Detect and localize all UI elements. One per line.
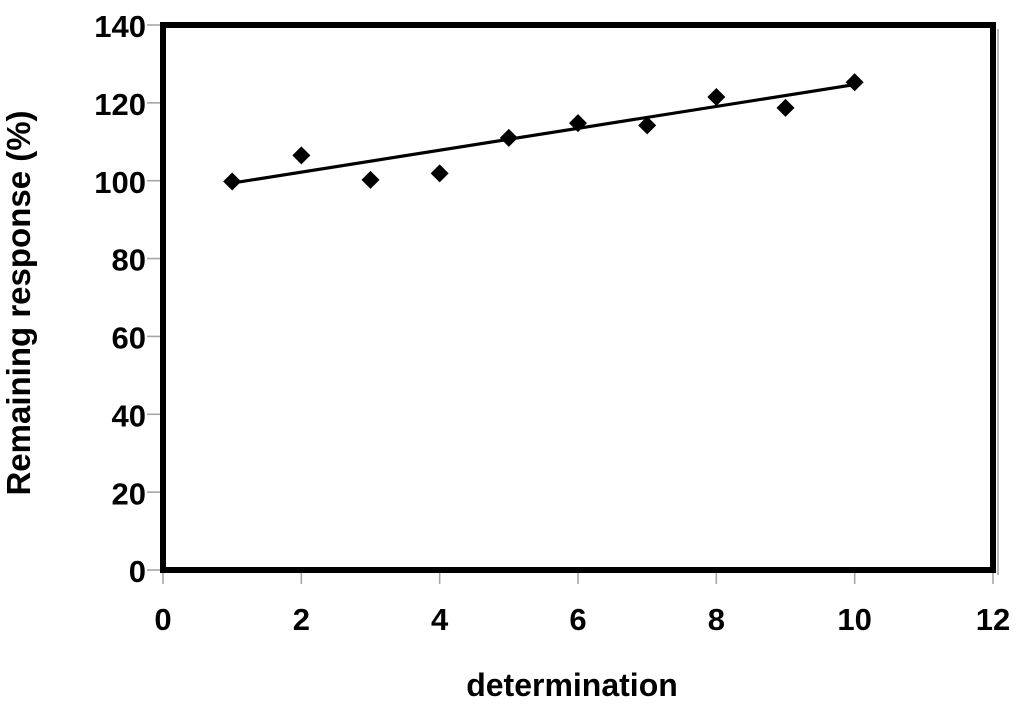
y-tick-label: 100 — [94, 165, 146, 200]
y-tick-label: 60 — [112, 321, 146, 356]
data-point-3 — [361, 170, 380, 189]
data-point-5 — [499, 128, 518, 147]
x-tick-label: 4 — [431, 602, 449, 637]
data-point-8 — [707, 88, 726, 107]
data-point-10 — [845, 73, 864, 92]
y-tick-label: 120 — [94, 87, 146, 122]
y-tick-label: 80 — [112, 243, 146, 278]
y-tick-label: 20 — [112, 476, 146, 511]
data-point-6 — [569, 114, 587, 133]
data-point-9 — [776, 98, 795, 117]
y-axis-title: Remaining response (%) — [0, 110, 37, 495]
y-tick-label: 40 — [112, 398, 146, 433]
axis-tick-marks — [147, 24, 994, 584]
x-tick-label: 0 — [154, 602, 171, 637]
data-point-4 — [430, 164, 449, 183]
data-point-2 — [292, 146, 311, 165]
plot-frame-rect — [160, 22, 996, 573]
x-tick-labels: 0 2 4 6 8 10 12 — [154, 602, 1010, 637]
trendline-layer — [230, 82, 857, 185]
trendline — [230, 82, 857, 185]
x-tick-label: 12 — [976, 602, 1010, 637]
plot-frame — [160, 22, 996, 573]
x-axis-title: determination — [466, 667, 678, 703]
x-tick-label: 6 — [569, 602, 586, 637]
y-tick-labels: 0 20 40 60 80 100 120 140 — [94, 9, 146, 589]
data-points-layer — [223, 73, 864, 191]
y-tick-label: 140 — [94, 9, 146, 44]
x-tick-label: 10 — [837, 602, 871, 637]
y-tick-label: 0 — [129, 554, 146, 589]
x-tick-label: 2 — [293, 602, 310, 637]
data-point-1 — [223, 172, 242, 191]
x-tick-label: 8 — [708, 602, 725, 637]
data-point-7 — [638, 116, 657, 135]
